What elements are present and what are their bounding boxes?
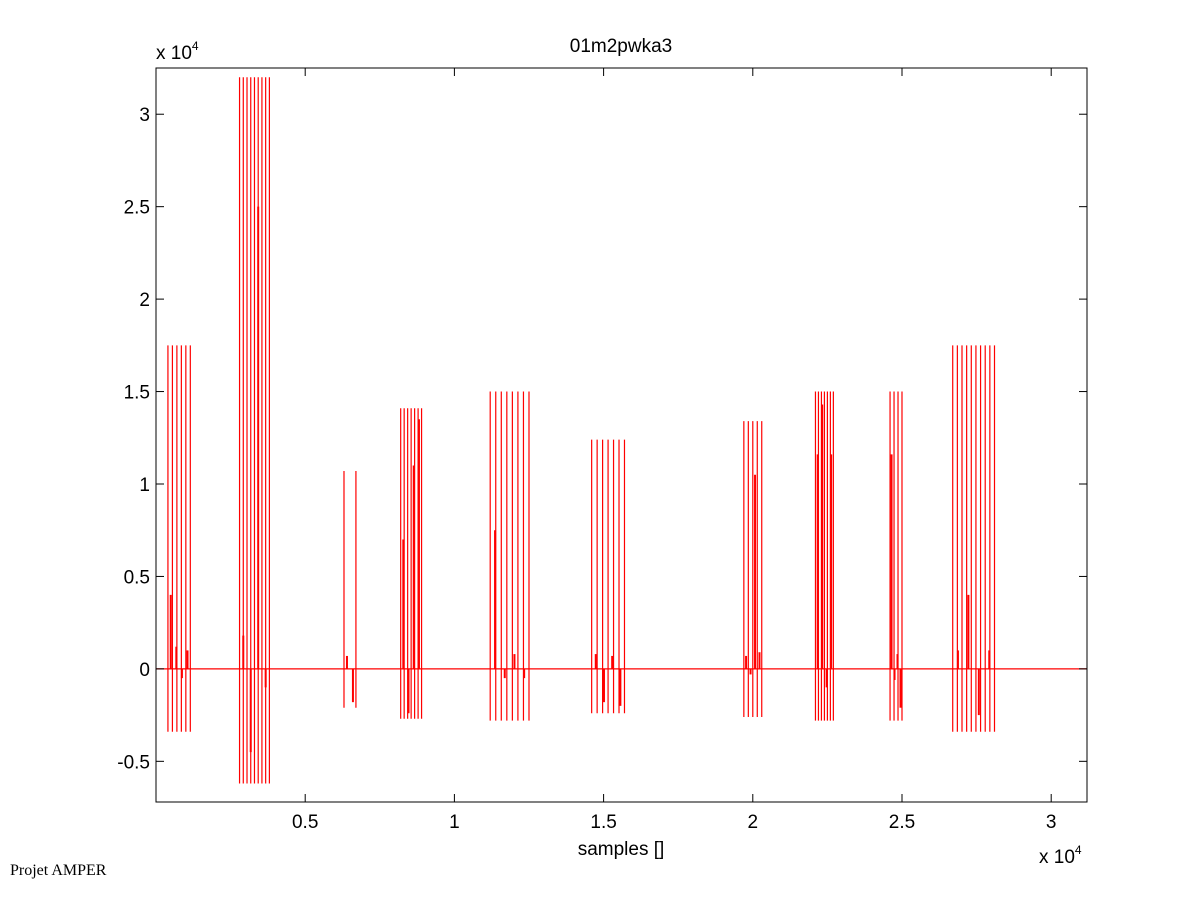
plot-area (156, 68, 1087, 802)
x-axis-label: samples [] (578, 839, 665, 860)
chart-title: 01m2pwka3 (570, 36, 672, 57)
y-tick-label: -0.5 (117, 752, 150, 773)
signal-burst (743, 421, 763, 717)
x-exponent-base: x 10 (1039, 847, 1075, 868)
y-tick-label: 2.5 (124, 198, 150, 219)
signal-burst (167, 345, 191, 732)
x-tick-label: 1 (449, 812, 460, 833)
signal-burst (343, 471, 357, 708)
signal-burst (489, 391, 530, 721)
signal-burst (952, 345, 996, 732)
x-tick-label: 0.5 (292, 812, 318, 833)
x-tick-label: 2 (748, 812, 759, 833)
x-exponent-label: x 104 (1039, 843, 1082, 868)
signal-burst (591, 439, 626, 714)
footer-label: Projet AMPER (10, 862, 107, 879)
signal-burst (238, 77, 270, 784)
ticks-layer: 0.5 1 1.5 2 2.5 3 -0.5 0 0.5 1 1.5 2 2.5 3 (117, 68, 1087, 833)
y-exponent-label: x 104 (156, 39, 199, 64)
signal-burst (400, 408, 423, 719)
y-tick-label: 0 (139, 660, 150, 681)
signal-burst (889, 391, 903, 721)
x-tick-label: 3 (1046, 812, 1057, 833)
data-layer (156, 77, 1087, 784)
plot-frame (155, 67, 1088, 803)
x-tick-label: 1.5 (590, 812, 616, 833)
y-tick-label: 1.5 (124, 383, 150, 404)
y-tick-label: 2 (139, 290, 150, 311)
x-exponent-power: 4 (1075, 843, 1082, 857)
y-exponent-power: 4 (192, 39, 199, 53)
y-tick-label: 3 (139, 105, 150, 126)
x-tick-label: 2.5 (889, 812, 915, 833)
y-tick-label: 1 (139, 475, 150, 496)
y-tick-label: 0.5 (124, 567, 150, 588)
signal-burst (814, 391, 834, 721)
y-exponent-base: x 10 (156, 43, 192, 64)
